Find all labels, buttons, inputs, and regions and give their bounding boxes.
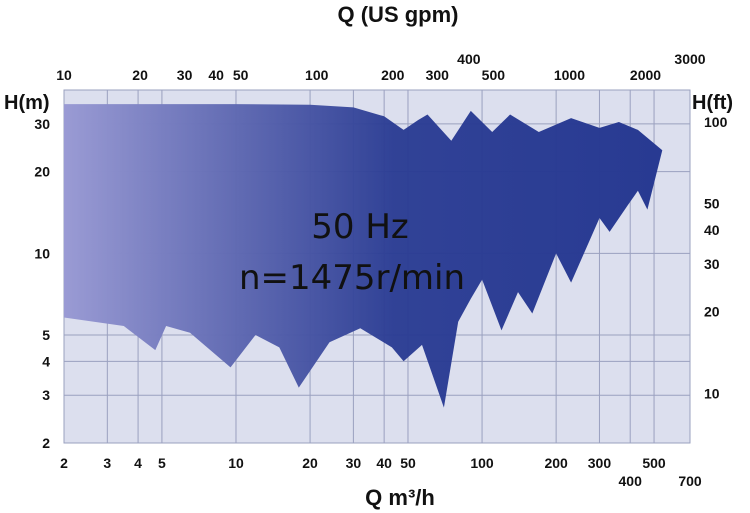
top-tick-label: 30 <box>177 67 193 83</box>
bottom-tick-label: 4 <box>134 455 142 471</box>
top-tick-label: 20 <box>132 67 148 83</box>
top-axis-title: Q (US gpm) <box>338 2 459 27</box>
left-tick-label: 30 <box>34 116 50 132</box>
bottom-tick-label: 10 <box>228 455 244 471</box>
bottom-tick-label: 100 <box>470 455 494 471</box>
left-tick-label: 2 <box>42 435 50 451</box>
top-tick-label: 10 <box>56 67 72 83</box>
right-tick-label: 50 <box>704 196 720 212</box>
bottom-tick-label: 3 <box>103 455 111 471</box>
top-tick-label: 3000 <box>674 51 705 67</box>
top-tick-label: 2000 <box>630 67 661 83</box>
top-tick-label: 200 <box>381 67 405 83</box>
pump-coverage-area <box>64 104 663 408</box>
right-axis-title: H(ft) <box>692 92 733 114</box>
left-tick-label: 4 <box>42 353 50 369</box>
frequency-label: 50 Hz <box>311 207 408 247</box>
bottom-tick-label: 5 <box>158 455 166 471</box>
top-tick-label: 1000 <box>554 67 585 83</box>
right-tick-label: 100 <box>704 114 728 130</box>
top-tick-label: 500 <box>482 67 506 83</box>
left-tick-label: 3 <box>42 387 50 403</box>
top-tick-label: 40 <box>208 67 224 83</box>
right-tick-label: 20 <box>704 304 720 320</box>
bottom-tick-label: 2 <box>60 455 68 471</box>
top-tick-label: 400 <box>457 51 481 67</box>
bottom-tick-label: 700 <box>678 473 702 489</box>
bottom-tick-label: 400 <box>619 473 643 489</box>
bottom-axis-title: Q m³/h <box>365 485 435 510</box>
bottom-tick-label: 300 <box>588 455 612 471</box>
top-tick-label: 100 <box>305 67 329 83</box>
top-tick-label: 300 <box>426 67 450 83</box>
bottom-tick-label: 50 <box>400 455 416 471</box>
bottom-tick-label: 30 <box>346 455 362 471</box>
bottom-tick-label: 500 <box>642 455 666 471</box>
bottom-tick-label: 200 <box>544 455 568 471</box>
left-tick-label: 10 <box>34 245 50 261</box>
left-tick-label: 5 <box>42 327 50 343</box>
left-axis-title: H(m) <box>4 92 50 114</box>
bottom-tick-label: 40 <box>376 455 392 471</box>
speed-label: n=1475r/min <box>239 258 465 298</box>
left-tick-label: 20 <box>34 164 50 180</box>
right-tick-label: 10 <box>704 385 720 401</box>
top-tick-label: 50 <box>233 67 249 83</box>
right-tick-label: 40 <box>704 222 720 238</box>
right-tick-label: 30 <box>704 256 720 272</box>
bottom-tick-label: 20 <box>302 455 318 471</box>
